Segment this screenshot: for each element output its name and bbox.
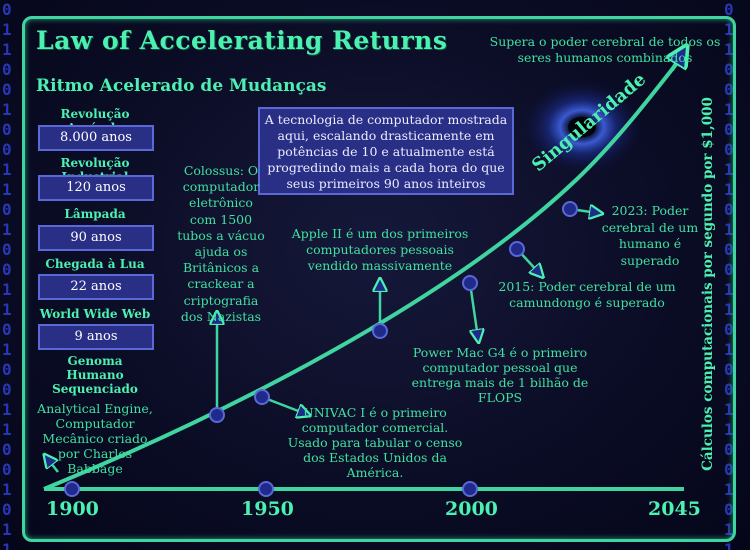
note-supera: Supera o poder cerebral de todos os sere… — [489, 34, 721, 65]
binary-pattern-left: 0 1 1 0 0 1 0 0 1 1 0 1 0 0 1 1 0 1 0 0 … — [2, 0, 12, 550]
year-dot-2000 — [462, 481, 478, 497]
era-label-moon: Chegada à Lua — [45, 257, 145, 271]
era-value-moon: 22 anos — [38, 274, 154, 300]
year-label-1900: 1900 — [46, 498, 99, 520]
year-label-1950: 1950 — [241, 498, 294, 520]
year-dot-1950 — [258, 481, 274, 497]
milestone-dot-apple2 — [372, 323, 388, 339]
note-analytical-engine: Analytical Engine, Computador Mecânico c… — [37, 401, 153, 476]
era-value-lamp: 90 anos — [38, 225, 154, 251]
page-subtitle: Ritmo Acelerado de Mudanças — [36, 76, 327, 96]
border-frame — [22, 16, 736, 542]
year-label-2000: 2000 — [445, 498, 498, 520]
era-label-www: World Wide Web — [39, 307, 151, 321]
era-value-agriculture: 8.000 anos — [38, 125, 154, 151]
year-dot-1900 — [64, 481, 80, 497]
milestone-dot-human — [562, 201, 578, 217]
era-value-industrial: 120 anos — [38, 175, 154, 201]
binary-pattern-right: 0 1 1 0 0 1 0 0 1 1 0 1 0 0 1 1 0 1 0 0 … — [724, 0, 734, 550]
growth-curve — [43, 56, 683, 491]
pointer-powermac — [468, 282, 478, 338]
black-hole-icon — [520, 79, 644, 175]
era-label-genome: Genoma Humano Sequenciado — [52, 354, 138, 396]
note-mouse: 2015: Poder cerebral de um camundongo é … — [498, 279, 676, 310]
pointer-analytical-engine — [47, 458, 59, 473]
note-human: 2023: Poder cerebral de um humano é supe… — [601, 203, 699, 268]
y-axis-text: Cálculos computacionais por segundo por … — [700, 97, 716, 471]
era-label-lamp: Lâmpada — [64, 207, 126, 221]
note-apple2: Apple II é um dos primeiros computadores… — [291, 226, 469, 273]
page-title: Law of Accelerating Returns — [36, 26, 448, 55]
info-box: A tecnologia de computador mostrada aqui… — [258, 107, 514, 195]
curve-arrowhead — [672, 52, 683, 72]
note-powermac: Power Mac G4 é o primeiro computador pes… — [411, 345, 589, 405]
milestone-dot-mouse — [509, 241, 525, 257]
milestone-dot-univac — [254, 389, 270, 405]
note-univac: UNIVAC I é o primeiro computador comerci… — [287, 405, 463, 480]
milestone-dot-powermac — [462, 275, 478, 291]
year-label-2045: 2045 — [648, 498, 701, 520]
era-value-www: 9 anos — [38, 324, 154, 350]
note-colossus: Colossus: O computador eletrônico com 15… — [177, 163, 265, 324]
milestone-dot-colossus — [209, 407, 225, 423]
